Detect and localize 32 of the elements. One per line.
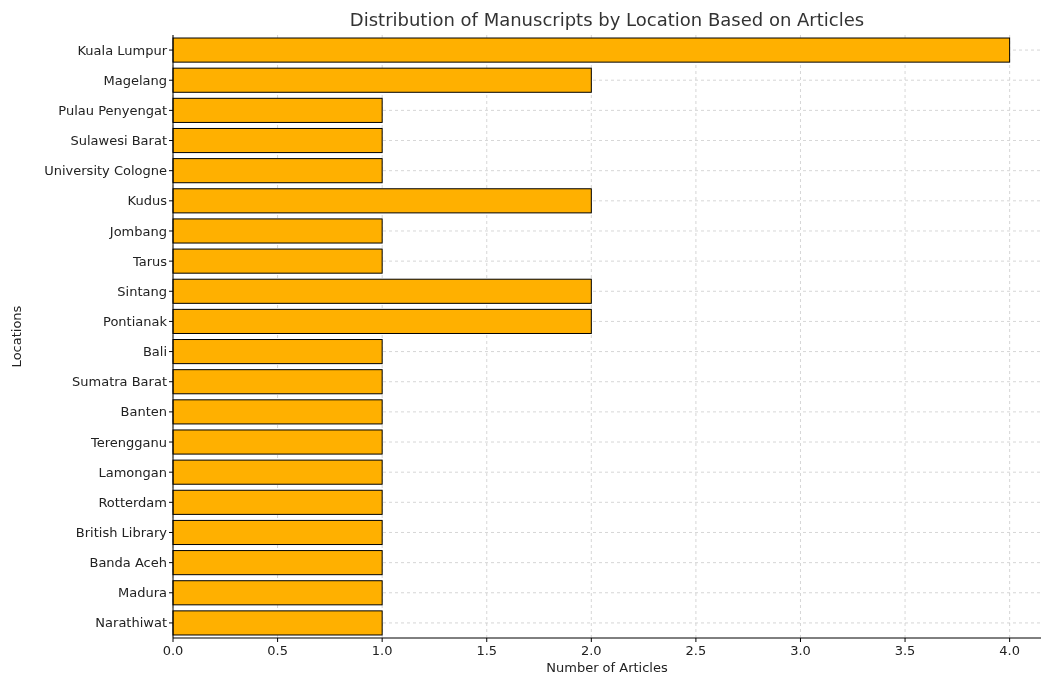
x-tick-label: 0.5 — [267, 643, 288, 658]
y-tick-label: Sumatra Barat — [72, 374, 167, 390]
y-tick-label: Sintang — [117, 283, 167, 299]
x-tick-label: 0.0 — [162, 643, 184, 658]
y-tick-label: Bali — [142, 344, 167, 360]
y-axis-title: Locations — [9, 305, 24, 368]
x-tick-label: 3.5 — [894, 643, 916, 658]
y-tick-label: Rotterdam — [98, 494, 167, 510]
y-tick-label: British Library — [75, 525, 168, 541]
x-tick-label: 4.0 — [999, 643, 1020, 658]
y-tick-label: Banda Aceh — [89, 555, 167, 571]
y-tick-label: Banten — [120, 404, 167, 420]
x-tick-label: 2.0 — [580, 643, 602, 658]
y-tick-label: Tarus — [131, 253, 168, 269]
x-tick-label: 1.5 — [476, 643, 498, 658]
y-tick-label: Kudus — [127, 193, 168, 209]
chart-title: Distribution of Manuscripts by Location Based on Articles — [349, 9, 865, 30]
y-tick-label: Sulawesi Barat — [70, 133, 167, 149]
y-tick-label: Madura — [118, 585, 167, 601]
x-tick-label: 2.5 — [685, 643, 707, 658]
y-tick-label: Magelang — [103, 72, 167, 88]
x-tick-label: 3.0 — [790, 643, 811, 658]
x-tick-label: 1.0 — [371, 643, 393, 658]
y-tick-label: Pontianak — [103, 313, 168, 329]
y-tick-label: Lamongan — [98, 464, 167, 480]
y-tick-label: Terengganu — [90, 434, 167, 450]
x-axis-title: Number of Articles — [546, 660, 668, 675]
y-tick-label: Pulau Penyengat — [58, 102, 167, 118]
y-tick-label: Jombang — [108, 223, 167, 239]
y-tick-label: University Cologne — [44, 163, 167, 179]
y-tick-label: Narathiwat — [95, 615, 167, 631]
y-tick-label: Kuala Lumpur — [77, 42, 168, 58]
